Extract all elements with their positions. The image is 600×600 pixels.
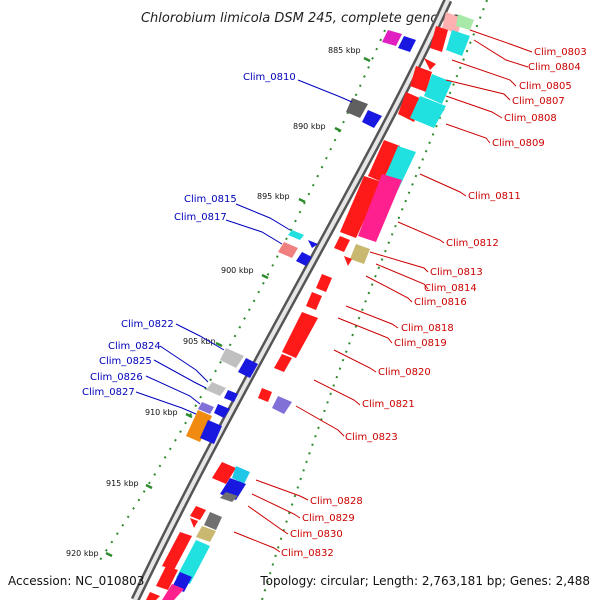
tick-label: 915 kbp [106, 479, 139, 488]
gene-block [430, 26, 448, 52]
tick-marks [105, 56, 371, 558]
gene-block [362, 110, 382, 128]
gene-label: Clim_0822 [121, 319, 174, 330]
gene-block [186, 410, 212, 442]
gene-label: Clim_0827 [82, 387, 135, 398]
gene-block [258, 388, 272, 402]
gene-block [288, 230, 304, 240]
gene-block [442, 12, 462, 34]
genome-backbone [130, 0, 453, 600]
forward-gene-labels: Clim_0803 Clim_0804 Clim_0805 Clim_0807 … [281, 47, 587, 559]
gene-label: Clim_0803 [534, 47, 587, 58]
genome-summary-text: Topology: circular; Length: 2,763,181 bp… [259, 574, 590, 588]
gene-block [358, 174, 402, 242]
tick-label: 900 kbp [221, 266, 254, 275]
gene-label: Clim_0809 [492, 138, 545, 149]
reverse-features [186, 30, 416, 444]
gene-block [214, 404, 230, 418]
gene-label: Clim_0805 [519, 81, 572, 92]
gene-label: Clim_0816 [414, 297, 467, 308]
leader-lines [135, 29, 533, 553]
gene-label: Clim_0815 [184, 194, 237, 205]
gene-block [220, 492, 238, 502]
gene-block [410, 66, 432, 92]
gene-block [278, 242, 298, 258]
gene-label: Clim_0817 [174, 212, 227, 223]
gene-block [350, 244, 370, 264]
map-title: Chlorobium limicola DSM 245, complete ge… [141, 11, 459, 26]
forward-features [146, 12, 474, 600]
tick-label: 920 kbp [66, 549, 99, 558]
gene-block [224, 390, 238, 402]
accession-text: Accession: NC_010803 [8, 574, 144, 588]
gene-block [316, 274, 332, 292]
gene-block [220, 348, 244, 368]
gene-block [334, 236, 350, 252]
gene-block [410, 96, 446, 128]
tick-labels: 885 kbp 890 kbp 895 kbp 900 kbp 905 kbp … [66, 46, 361, 558]
gene-block [272, 396, 292, 414]
gene-label: Clim_0820 [378, 367, 431, 378]
gene-label: Clim_0819 [394, 338, 447, 349]
gene-block [398, 92, 424, 122]
gene-label: Clim_0825 [99, 356, 152, 367]
gene-block [146, 592, 160, 600]
gene-label: Clim_0829 [302, 513, 355, 524]
gene-label: Clim_0814 [424, 283, 477, 294]
gene-block [398, 36, 416, 52]
gene-label: Clim_0810 [243, 72, 296, 83]
gene-label: Clim_0828 [310, 496, 363, 507]
gene-label: Clim_0824 [108, 341, 161, 352]
tick-label: 895 kbp [257, 192, 290, 201]
gene-block [162, 532, 192, 570]
gene-label: Clim_0826 [90, 372, 143, 383]
gene-block [456, 14, 474, 30]
gene-block [424, 58, 436, 70]
gene-block [382, 30, 402, 46]
tick-label: 910 kbp [145, 408, 178, 417]
gene-label: Clim_0830 [290, 529, 343, 540]
gene-block [424, 74, 452, 104]
gene-label: Clim_0807 [512, 96, 565, 107]
tick-label: 905 kbp [183, 337, 216, 346]
tick-label: 885 kbp [328, 46, 361, 55]
gene-label: Clim_0804 [528, 62, 581, 73]
gene-label: Clim_0811 [468, 191, 521, 202]
gene-label: Clim_0812 [446, 238, 499, 249]
gene-block [190, 506, 206, 520]
gene-block [308, 240, 318, 248]
gene-label: Clim_0813 [430, 267, 483, 278]
tick-label: 890 kbp [293, 122, 326, 131]
inner-dotted-track [99, 29, 386, 561]
gene-label: Clim_0821 [362, 399, 415, 410]
gene-block [446, 30, 470, 56]
gene-block [162, 584, 184, 600]
gene-label: Clim_0818 [401, 323, 454, 334]
gene-label: Clim_0823 [345, 432, 398, 443]
gene-label: Clim_0832 [281, 548, 334, 559]
gene-block [156, 566, 178, 590]
gene-block [212, 462, 236, 484]
gene-block [296, 252, 312, 266]
gene-block [200, 420, 222, 444]
gene-block [344, 256, 352, 266]
gene-block [206, 382, 226, 396]
gene-block [368, 140, 400, 182]
gene-block [238, 358, 258, 378]
gene-block [196, 526, 216, 542]
gene-label: Clim_0808 [504, 113, 557, 124]
gene-block [274, 354, 292, 372]
gene-block [340, 176, 382, 238]
gene-block [176, 540, 210, 584]
gene-block [190, 518, 198, 528]
reverse-gene-labels: Clim_0810 Clim_0815 Clim_0817 Clim_0822 … [82, 72, 296, 398]
gene-block [282, 312, 318, 358]
gene-block [198, 402, 214, 414]
gene-block [306, 292, 322, 310]
gene-block [346, 98, 368, 118]
gene-block [204, 512, 222, 530]
outer-dotted-track [261, 0, 488, 600]
gene-block [232, 466, 250, 484]
